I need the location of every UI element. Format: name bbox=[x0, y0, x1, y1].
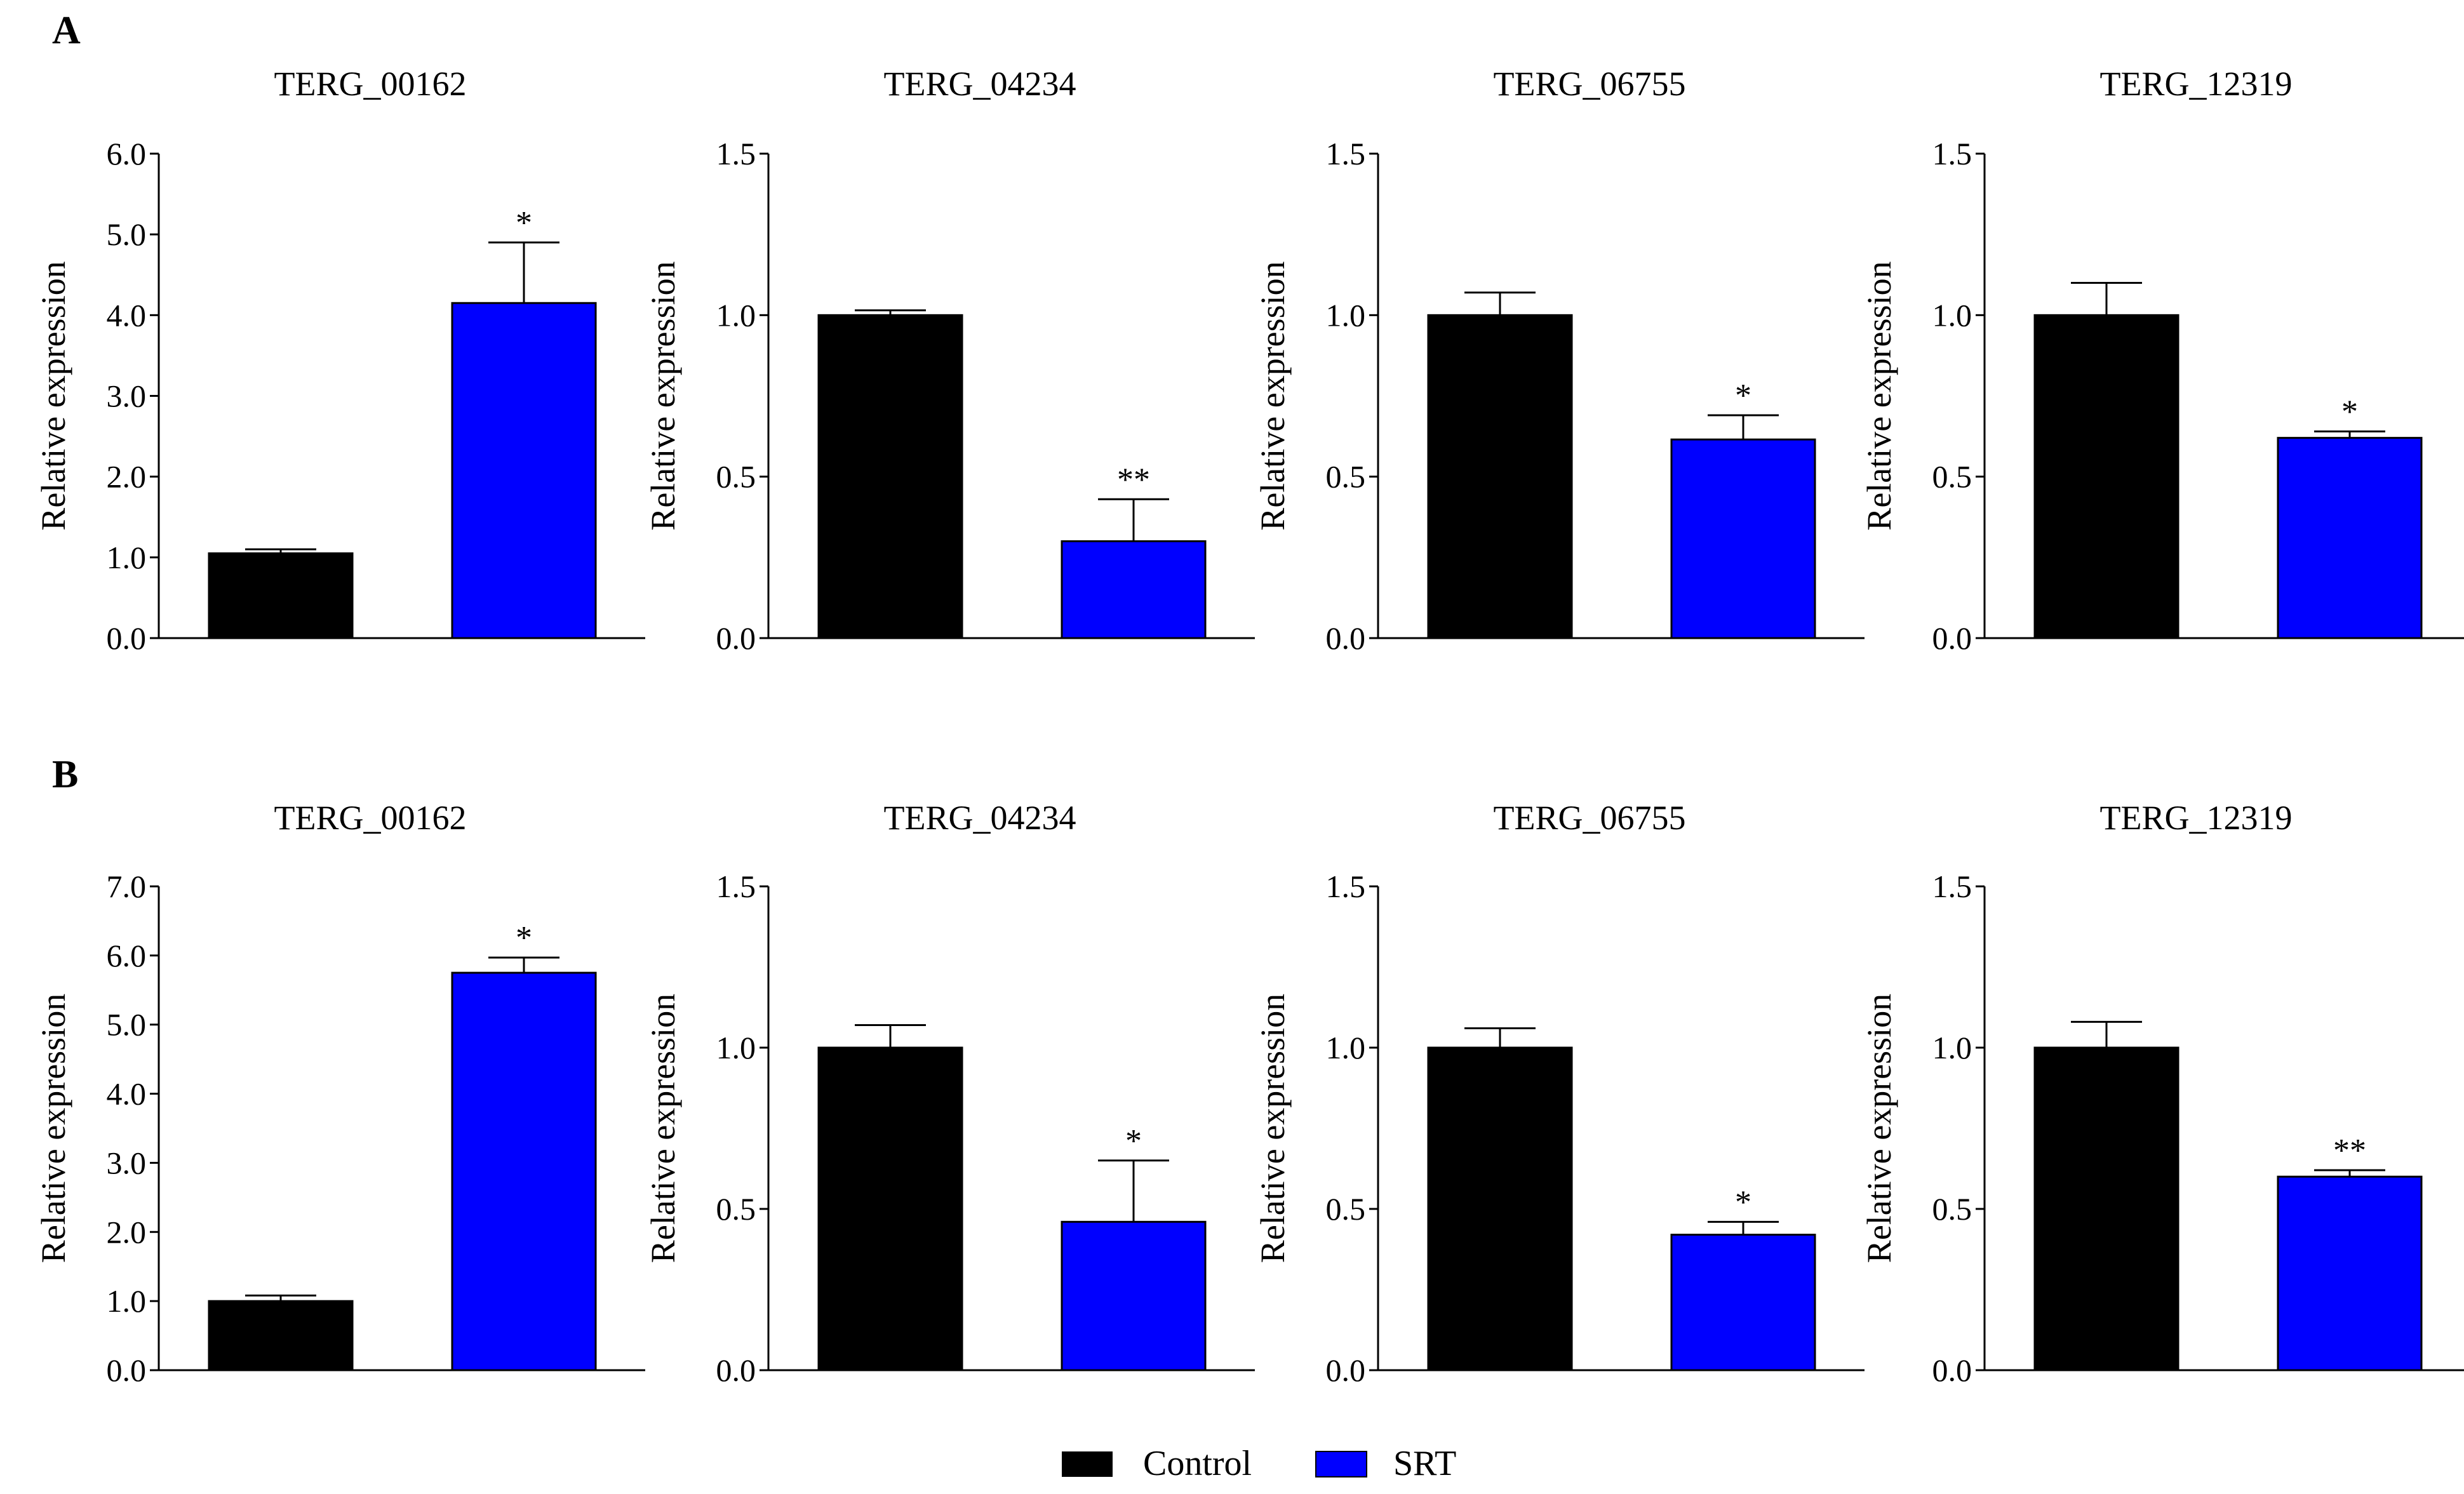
significance-mark: * bbox=[516, 205, 532, 241]
y-axis-label: Relative expression bbox=[1254, 261, 1292, 530]
y-axis-label: Relative expression bbox=[1860, 261, 1898, 530]
y-tick-label: 0.0 bbox=[716, 620, 756, 656]
y-tick-label: 4.0 bbox=[107, 1076, 147, 1112]
chart-6: TERG_04234 Relative expression 0.0 0.5 1.0 1.… bbox=[644, 799, 1255, 1388]
panel-label-a: A bbox=[52, 9, 81, 52]
legend-swatch-srt bbox=[1315, 1451, 1367, 1477]
chart-title: TERG_06755 bbox=[1494, 799, 1686, 837]
y-tick-label: 0.0 bbox=[107, 1352, 147, 1388]
y-tick-label: 0.5 bbox=[1326, 459, 1366, 495]
chart-3: TERG_06755 Relative expression 0.0 0.5 1.0 1.… bbox=[1254, 65, 1865, 656]
y-tick-label: 1.5 bbox=[1326, 136, 1366, 171]
y-axis-label: Relative expression bbox=[644, 261, 682, 530]
bar-srt bbox=[1670, 1234, 1816, 1371]
chart-5: TERG_00162 Relative expression 0.0 1.0 2.0 3.… bbox=[34, 799, 645, 1388]
significance-mark: * bbox=[1125, 1123, 1142, 1159]
y-tick-label: 3.0 bbox=[107, 1145, 147, 1180]
legend: Control SRT bbox=[1062, 1444, 1456, 1483]
bar-srt bbox=[451, 302, 597, 639]
y-axis-label: Relative expression bbox=[1254, 994, 1292, 1263]
chart-title: TERG_12319 bbox=[2100, 799, 2293, 837]
y-tick-label: 1.0 bbox=[1932, 1030, 1972, 1065]
legend-swatch-control bbox=[1062, 1451, 1113, 1477]
legend-label-srt: SRT bbox=[1393, 1444, 1456, 1483]
y-tick-label: 0.5 bbox=[1932, 1191, 1972, 1227]
chart-title: TERG_06755 bbox=[1494, 65, 1686, 103]
significance-mark: * bbox=[1735, 378, 1751, 414]
bar-control bbox=[817, 314, 963, 639]
chart-title: TERG_00162 bbox=[274, 65, 467, 103]
y-tick-label: 7.0 bbox=[107, 869, 147, 904]
significance-mark: * bbox=[2341, 394, 2358, 430]
y-tick-label: 2.0 bbox=[107, 459, 147, 495]
y-tick-label: 1.0 bbox=[716, 1030, 756, 1065]
bar-control bbox=[2033, 1046, 2179, 1371]
y-tick-label: 4.0 bbox=[107, 297, 147, 333]
y-tick-label: 0.5 bbox=[716, 1191, 756, 1227]
y-tick-label: 1.5 bbox=[1932, 869, 1972, 904]
bar-srt bbox=[1061, 1220, 1207, 1371]
chart-title: TERG_04234 bbox=[884, 799, 1076, 837]
y-tick-label: 1.0 bbox=[716, 297, 756, 333]
legend-label-control: Control bbox=[1143, 1444, 1252, 1483]
y-tick-label: 5.0 bbox=[107, 1007, 147, 1043]
y-tick-label: 0.5 bbox=[1326, 1191, 1366, 1227]
y-axis-label: Relative expression bbox=[34, 994, 72, 1263]
y-tick-label: 0.0 bbox=[1326, 620, 1366, 656]
chart-title: TERG_00162 bbox=[274, 799, 467, 837]
significance-mark: * bbox=[1735, 1184, 1751, 1220]
y-tick-label: 1.0 bbox=[107, 1283, 147, 1319]
y-tick-label: 0.0 bbox=[1932, 620, 1972, 656]
y-tick-label: 0.0 bbox=[1932, 1352, 1972, 1388]
y-tick-label: 0.5 bbox=[716, 459, 756, 495]
y-tick-label: 3.0 bbox=[107, 378, 147, 414]
y-tick-label: 1.5 bbox=[1932, 136, 1972, 171]
chart-7: TERG_06755 Relative expression 0.0 0.5 1.0 1.… bbox=[1254, 799, 1865, 1388]
y-tick-label: 6.0 bbox=[107, 938, 147, 973]
y-tick-label: 0.0 bbox=[1326, 1352, 1366, 1388]
bar-control bbox=[208, 552, 354, 639]
chart-title: TERG_04234 bbox=[884, 65, 1076, 103]
y-tick-label: 1.0 bbox=[1326, 1030, 1366, 1065]
y-tick-label: 6.0 bbox=[107, 136, 147, 171]
significance-mark: * bbox=[516, 920, 532, 956]
bar-control bbox=[1427, 1046, 1573, 1371]
y-tick-label: 5.0 bbox=[107, 217, 147, 252]
y-tick-label: 0.5 bbox=[1932, 459, 1972, 495]
y-tick-label: 0.0 bbox=[107, 620, 147, 656]
panel-label-b: B bbox=[52, 753, 78, 796]
bar-control bbox=[817, 1046, 963, 1371]
chart-4: TERG_12319 Relative expression 0.0 0.5 1.0 1.… bbox=[1860, 65, 2464, 656]
chart-2: TERG_04234 Relative expression 0.0 0.5 1.0 1.… bbox=[644, 65, 1255, 656]
bar-control bbox=[2033, 314, 2179, 639]
y-tick-label: 0.0 bbox=[716, 1352, 756, 1388]
y-axis-label: Relative expression bbox=[34, 261, 72, 530]
y-tick-label: 1.5 bbox=[716, 136, 756, 171]
bar-control bbox=[1427, 314, 1573, 639]
bar-srt bbox=[1670, 438, 1816, 639]
chart-title: TERG_12319 bbox=[2100, 65, 2293, 103]
y-tick-label: 2.0 bbox=[107, 1214, 147, 1250]
bar-srt bbox=[2277, 437, 2423, 639]
y-tick-label: 1.0 bbox=[107, 540, 147, 575]
y-tick-label: 1.5 bbox=[1326, 869, 1366, 904]
chart-8: TERG_12319 Relative expression 0.0 0.5 1.0 1.… bbox=[1860, 799, 2464, 1388]
bar-srt bbox=[2277, 1175, 2423, 1371]
chart-1: TERG_00162 Relative expression 0.0 1.0 2.0 3.… bbox=[34, 65, 645, 656]
y-tick-label: 1.5 bbox=[716, 869, 756, 904]
y-tick-label: 1.0 bbox=[1932, 297, 1972, 333]
bar-srt bbox=[1061, 540, 1207, 639]
bar-control bbox=[208, 1300, 354, 1371]
y-axis-label: Relative expression bbox=[644, 994, 682, 1263]
y-axis-label: Relative expression bbox=[1860, 994, 1898, 1263]
significance-mark: ** bbox=[2333, 1133, 2366, 1169]
y-tick-label: 1.0 bbox=[1326, 297, 1366, 333]
charts-area: TERG_00162 Relative expression 0.0 1.0 2.0 3.… bbox=[34, 65, 2464, 1388]
bar-srt bbox=[451, 971, 597, 1371]
significance-mark: ** bbox=[1117, 462, 1150, 498]
